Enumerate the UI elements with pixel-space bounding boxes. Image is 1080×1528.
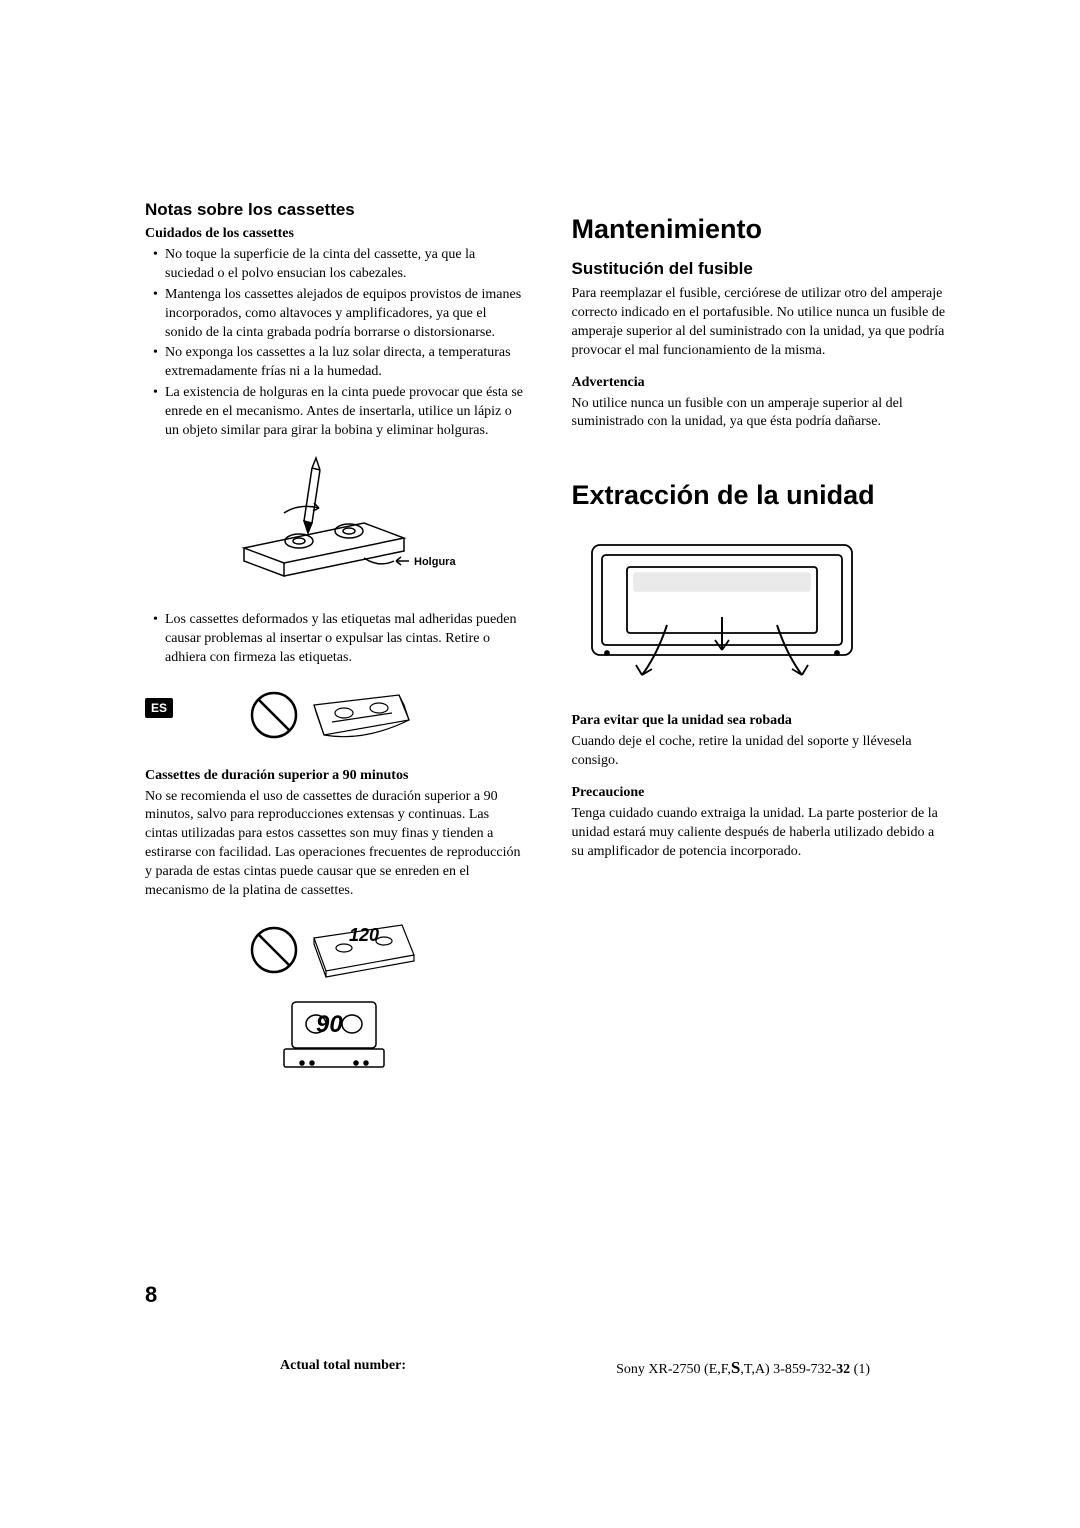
allowed-90-tape-illustration: 90 [274,994,394,1072]
column-layout: Notas sobre los cassettes Cuidados de lo… [145,200,950,1090]
bullet-item: La existencia de holguras en la cinta pu… [153,384,524,441]
bullet-item: Mantenga los cassettes alejados de equip… [153,286,524,343]
section-heading: Notas sobre los cassettes [145,200,524,220]
prohibit-120-tape-illustration: 120 [244,913,424,988]
h1-extraccion: Extracción de la unidad [572,480,951,511]
bullet-list-mid: Los cassettes deformados y las etiquetas… [145,611,524,668]
sub-heading: Precaucione [572,785,951,801]
bullet-item: Los cassettes deformados y las etiquetas… [153,611,524,668]
sub-heading: Advertencia [572,375,951,391]
sub-heading: Para evitar que la unidad sea robada [572,713,951,729]
body-paragraph: Para reemplazar el fusible, cerciórese d… [572,285,951,361]
footer-text: S [731,1358,740,1377]
footer: Actual total number: Sony XR-2750 (E,F,S… [0,1358,1080,1378]
language-badge: ES [145,698,173,718]
footer-right: Sony XR-2750 (E,F,S,T,A) 3-859-732-32 (1… [616,1358,870,1378]
prohibit-warped-cassette-illustration [244,680,424,750]
tape-120-label: 120 [349,925,379,945]
body-paragraph: Cuando deje el coche, retire la unidad d… [572,733,951,771]
body-paragraph: Tenga cuidado cuando extraiga la unidad.… [572,805,951,862]
body-paragraph: No utilice nunca un fusible con un amper… [572,395,951,433]
unit-removal-illustration [572,525,872,695]
right-column: Mantenimiento Sustitución del fusible Pa… [572,200,951,1090]
footer-text: (1) [850,1362,870,1377]
body-paragraph: No se recomienda el uso de cassettes de … [145,788,524,901]
bullet-item: No exponga los cassettes a la luz solar … [153,344,524,382]
bullet-list-top: No toque la superficie de la cinta del c… [145,246,524,441]
sub-heading: Cassettes de duración superior a 90 minu… [145,768,524,784]
h1-mantenimiento: Mantenimiento [572,214,951,245]
footer-left: Actual total number: [280,1358,406,1378]
sub-heading: Cuidados de los cassettes [145,226,524,242]
tape-90-label: 90 [316,1011,343,1038]
footer-text: ,T,A) 3-859-732- [740,1362,836,1377]
manual-page: Notas sobre los cassettes Cuidados de lo… [0,0,1080,1528]
footer-text: Sony XR-2750 (E,F, [616,1362,731,1377]
footer-text: 32 [836,1362,850,1377]
cassette-pencil-illustration: Holgura [204,453,464,593]
page-number: 8 [145,1282,157,1308]
left-column: Notas sobre los cassettes Cuidados de lo… [145,200,524,1090]
bullet-item: No toque la superficie de la cinta del c… [153,246,524,284]
section-heading: Sustitución del fusible [572,259,951,279]
illustration-label: Holgura [414,556,456,568]
